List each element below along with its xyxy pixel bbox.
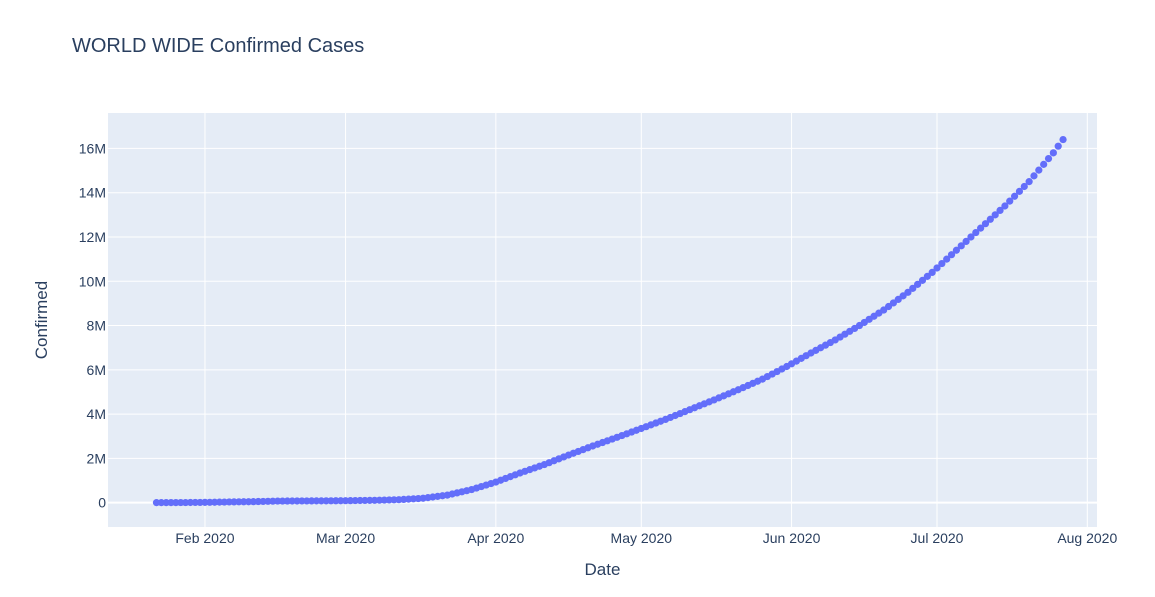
- data-point: [986, 215, 994, 223]
- data-point: [904, 288, 912, 296]
- x-tick-label: May 2020: [611, 530, 673, 546]
- data-point: [1020, 182, 1028, 191]
- data-point: [1010, 192, 1019, 200]
- chart-title: WORLD WIDE Confirmed Cases: [72, 35, 364, 57]
- y-tick-label: 16M: [79, 140, 106, 156]
- data-point: [1025, 178, 1033, 186]
- data-point: [909, 284, 917, 292]
- y-tick-label: 14M: [79, 185, 106, 201]
- data-point: [967, 233, 975, 241]
- data-point: [957, 242, 965, 250]
- y-tick-label: 8M: [87, 318, 106, 334]
- data-point: [923, 272, 931, 280]
- data-point: [1015, 187, 1024, 195]
- plot-area: [108, 113, 1097, 527]
- data-point: [1040, 160, 1048, 168]
- data-point: [1044, 155, 1053, 163]
- x-tick-label: Feb 2020: [175, 530, 234, 546]
- data-point: [918, 276, 927, 284]
- y-tick-label: 12M: [79, 229, 106, 245]
- x-tick-label: Aug 2020: [1057, 530, 1117, 546]
- data-point: [947, 251, 956, 259]
- data-point: [972, 228, 980, 237]
- data-point: [933, 264, 941, 272]
- data-point: [981, 220, 990, 228]
- data-point: [977, 224, 985, 232]
- y-axis-title: Confirmed: [32, 281, 51, 359]
- data-point: [996, 206, 1004, 215]
- data-point: [938, 259, 946, 268]
- data-point: [1059, 135, 1067, 144]
- y-tick-label: 2M: [87, 450, 106, 466]
- data-point: [943, 255, 951, 263]
- data-point: [1054, 142, 1062, 150]
- data-point: [1049, 149, 1057, 157]
- data-point: [914, 280, 922, 288]
- y-tick-labels: 0 2M 4M 6M 8M 10M 12M 14M 16M: [79, 140, 106, 510]
- data-point: [952, 246, 961, 254]
- data-point: [1030, 172, 1038, 180]
- data-series: [152, 135, 1067, 507]
- x-tick-labels: Feb 2020 Mar 2020 Apr 2020 May 2020 Jun 2020…: [175, 530, 1117, 546]
- data-point: [962, 237, 970, 246]
- x-tick-label: Jul 2020: [911, 530, 964, 546]
- x-tick-label: Jun 2020: [763, 530, 821, 546]
- y-tick-label: 10M: [79, 273, 106, 289]
- x-tick-label: Apr 2020: [467, 530, 524, 546]
- y-tick-label: 0: [98, 495, 106, 511]
- data-point: [991, 211, 999, 219]
- data-point: [1035, 166, 1043, 174]
- y-tick-label: 6M: [87, 362, 106, 378]
- data-point: [1006, 197, 1014, 205]
- x-tick-label: Mar 2020: [316, 530, 375, 546]
- x-axis-title: Date: [585, 560, 621, 579]
- y-tick-label: 4M: [87, 406, 106, 422]
- data-point: [1001, 202, 1009, 210]
- data-point: [928, 268, 936, 277]
